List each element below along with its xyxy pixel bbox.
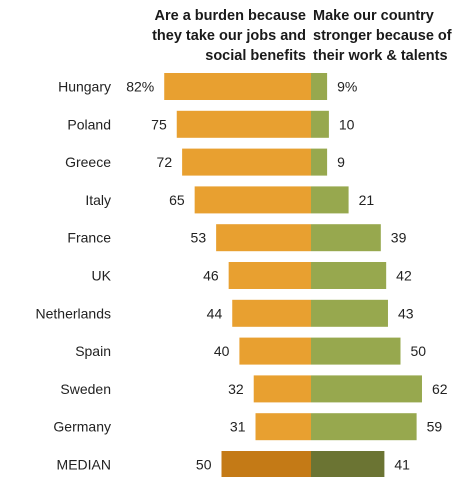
stronger-value-spain: 50 (411, 343, 427, 359)
row-median: MEDIAN 50 41 (57, 451, 410, 477)
stronger-value-germany: 59 (427, 419, 443, 435)
stronger-bar-greece (311, 148, 328, 176)
row-greece: Greece 72 9 (65, 148, 345, 176)
burden-value-uk: 46 (203, 268, 219, 284)
category-label-hungary: Hungary (58, 79, 111, 95)
stronger-bar-median (311, 451, 385, 477)
category-label-poland: Poland (67, 116, 111, 132)
chart-headers: Are a burden because they take our jobs … (152, 8, 452, 64)
burden-bar-greece (182, 148, 311, 176)
burden-bar-italy (194, 186, 311, 214)
category-label-uk: UK (92, 268, 112, 284)
stronger-value-france: 39 (391, 230, 407, 246)
stronger-header-line-1: Make our country (313, 8, 434, 24)
burden-header-line-1: Are a burden because (155, 8, 307, 24)
burden-bar-france (216, 224, 311, 252)
burden-bar-poland (176, 110, 311, 138)
burden-value-poland: 75 (151, 116, 167, 132)
stronger-bar-sweden (311, 375, 422, 403)
stronger-bar-netherlands (311, 299, 388, 327)
row-uk: UK 46 42 (92, 262, 412, 289)
stronger-bar-poland (311, 110, 329, 138)
stronger-bar-germany (311, 413, 417, 441)
category-label-italy: Italy (85, 192, 111, 208)
stronger-bar-france (311, 224, 381, 252)
stronger-value-uk: 42 (396, 268, 412, 284)
row-poland: Poland 75 10 (67, 110, 355, 138)
stronger-value-sweden: 62 (432, 381, 448, 397)
burden-value-spain: 40 (214, 343, 230, 359)
burden-bar-germany (255, 413, 311, 441)
category-label-median: MEDIAN (57, 457, 111, 473)
chart-rows: Hungary 82% 9% Poland 75 10 Greece 72 9 Italy 65 21… (36, 73, 448, 477)
burden-value-germany: 31 (230, 419, 246, 435)
burden-value-greece: 72 (157, 154, 173, 170)
stronger-value-median: 41 (394, 457, 410, 473)
category-label-greece: Greece (65, 154, 111, 170)
burden-value-france: 53 (191, 230, 207, 246)
burden-bar-uk (228, 262, 311, 289)
stronger-value-poland: 10 (339, 116, 355, 132)
row-spain: Spain 40 50 (75, 337, 427, 365)
stronger-bar-spain (311, 337, 401, 365)
stronger-bar-hungary (311, 73, 328, 100)
burden-value-sweden: 32 (228, 381, 244, 397)
stronger-value-hungary: 9% (337, 79, 357, 95)
stronger-bar-uk (311, 262, 387, 289)
category-label-netherlands: Netherlands (36, 305, 112, 321)
burden-value-italy: 65 (169, 192, 185, 208)
burden-bar-netherlands (232, 299, 311, 327)
burden-bar-hungary (164, 73, 311, 100)
stronger-value-greece: 9 (337, 154, 345, 170)
stronger-header-line-3: their work & talents (313, 48, 448, 64)
row-hungary: Hungary 82% 9% (58, 73, 357, 100)
burden-bar-median (221, 451, 311, 477)
category-label-germany: Germany (53, 419, 111, 435)
category-label-france: France (67, 230, 111, 246)
burden-header-line-3: social benefits (205, 48, 306, 64)
row-france: France 53 39 (67, 224, 407, 252)
row-italy: Italy 65 21 (85, 186, 375, 214)
stronger-value-italy: 21 (359, 192, 375, 208)
stronger-bar-italy (311, 186, 349, 214)
burden-value-median: 50 (196, 457, 212, 473)
row-sweden: Sweden 32 62 (60, 375, 448, 403)
burden-value-netherlands: 44 (207, 305, 223, 321)
stronger-header-line-2: stronger because of (313, 28, 452, 44)
row-germany: Germany 31 59 (53, 413, 443, 441)
burden-value-hungary: 82% (126, 79, 154, 95)
burden-header-line-2: they take our jobs and (152, 28, 306, 44)
row-netherlands: Netherlands 44 43 (36, 299, 414, 327)
burden-bar-spain (239, 337, 311, 365)
category-label-spain: Spain (75, 343, 111, 359)
burden-bar-sweden (253, 375, 311, 403)
category-label-sweden: Sweden (60, 381, 111, 397)
stronger-value-netherlands: 43 (398, 305, 414, 321)
